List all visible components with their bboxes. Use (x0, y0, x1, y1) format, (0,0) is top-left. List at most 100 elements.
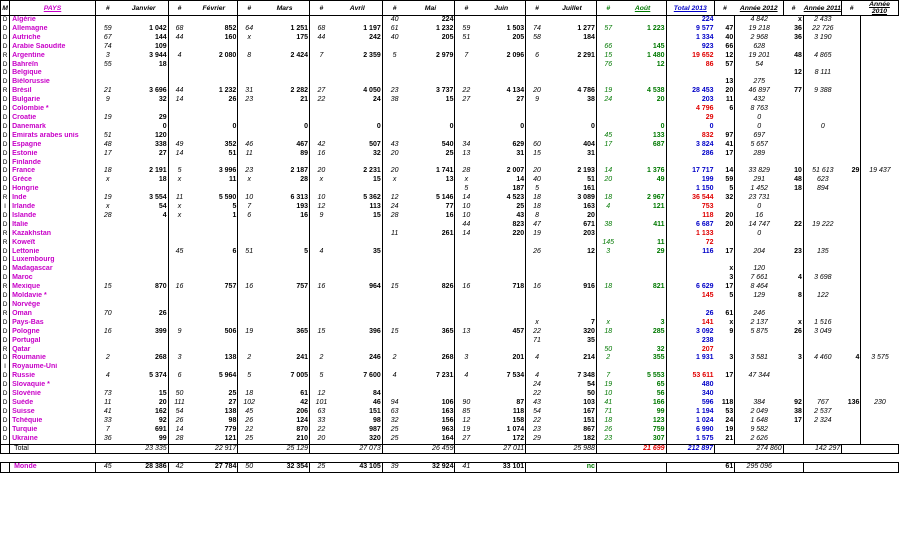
value-cell (548, 114, 596, 123)
rank-cell: 47 (525, 220, 548, 230)
value-cell: 404 (583, 140, 595, 148)
value-cell (477, 310, 525, 319)
value-cell (842, 328, 861, 337)
table-row: D Autriche 67 144 44 160 x 175 44 242 40 205 51 205 58… (0, 33, 899, 43)
total-2013-cell: 116 (665, 247, 715, 257)
monde-label: Monde (9, 462, 96, 474)
value-cell: 214 (583, 354, 595, 362)
monde-rank-cell (860, 462, 899, 474)
rank-cell (454, 113, 478, 123)
value-cell: 26 (794, 327, 802, 335)
value-cell (842, 194, 861, 203)
value-cell (406, 381, 454, 390)
rank-cell (734, 238, 784, 248)
rank-cell: 16 (94, 327, 120, 337)
value-cell: 3 737 (435, 87, 454, 95)
rank-cell: 19 (454, 425, 478, 435)
rank-cell (94, 238, 120, 248)
rank-cell (309, 265, 333, 275)
rank-cell (237, 301, 261, 310)
value-cell (260, 230, 309, 239)
value-cell (333, 256, 382, 265)
table-row: D Portugal 71 35 238 (0, 336, 899, 346)
value-cell: 65 (656, 381, 665, 389)
rank-cell (595, 301, 620, 310)
rank-cell (309, 345, 333, 355)
value-cell: 40 (725, 33, 734, 41)
rank-cell: 230 (860, 398, 899, 408)
rank-cell (381, 105, 407, 114)
rank-cell: 46 (237, 140, 261, 150)
value-cell (190, 363, 237, 372)
rank-cell (860, 211, 899, 221)
value-cell (120, 381, 168, 390)
value-cell (548, 301, 596, 310)
rank-cell (167, 301, 191, 310)
value-cell: 4 (855, 354, 860, 362)
rank-cell (860, 283, 899, 293)
value-cell: 224 (441, 16, 454, 23)
rank-cell (525, 113, 548, 123)
table-row: D Emirats arabes unis 51 120 45 133 832 97 697 (0, 131, 899, 141)
rank-cell (454, 256, 478, 266)
rank-cell: 27 (454, 434, 478, 444)
total-aout: 21 699 (619, 443, 667, 455)
value-cell: 26 (228, 96, 237, 104)
total-2013-cell: 596 (665, 398, 715, 408)
rank-cell (309, 229, 333, 239)
value-cell (842, 185, 861, 194)
header-mars: Mars (260, 0, 310, 16)
rank-cell: 23 (595, 434, 620, 444)
rank-cell (802, 265, 842, 275)
value-cell: 57 (725, 60, 734, 68)
value-cell: 3 996 (218, 167, 237, 175)
rank-cell (94, 336, 120, 346)
mode-cell: D (0, 372, 10, 382)
value-cell: 47 (725, 24, 734, 32)
rank-cell (167, 131, 191, 141)
rank-cell (309, 309, 333, 319)
rank-cell (381, 318, 407, 328)
value-cell: 31 (587, 149, 595, 157)
rank-cell (454, 158, 478, 168)
rank-cell: 24 (525, 381, 548, 391)
rank-cell: 18 (525, 203, 548, 212)
rank-cell (381, 78, 407, 88)
value-cell: 77 (794, 87, 802, 95)
value-cell (842, 61, 861, 70)
rank-cell: 34 (454, 140, 478, 150)
value-cell: 0 (449, 122, 454, 130)
rank-cell (309, 131, 333, 141)
rank-cell (167, 265, 191, 275)
value-cell: 823 (512, 220, 525, 228)
value-cell: 268 (441, 354, 454, 362)
country-name: Belgique (9, 69, 96, 79)
value-cell: 50 (587, 390, 595, 398)
rank-cell (237, 60, 261, 70)
rank-cell (802, 238, 842, 248)
table-row: D Ukraine 36 99 28 121 25 210 20 320 25 164 27 172 29 1… (0, 434, 899, 444)
rank-cell (860, 363, 899, 373)
value-cell: 20 (725, 220, 734, 228)
value-cell: 11 (657, 238, 665, 246)
rank-cell: 26 (237, 416, 261, 426)
rank-cell (860, 390, 899, 399)
rank-cell (525, 69, 548, 79)
header-pays: PAYS (9, 0, 96, 16)
mode-cell: D (0, 78, 10, 88)
rank-cell: 49 (167, 140, 191, 150)
rank-cell: 20 (381, 167, 407, 177)
rank-cell (734, 158, 784, 168)
rank-cell: x (237, 33, 261, 43)
rank-cell: 12 (309, 390, 333, 399)
value-cell: 0 (520, 122, 525, 130)
rank-cell (454, 42, 478, 52)
value-cell: 92 (794, 398, 802, 406)
value-cell: 870 (154, 283, 167, 291)
value-cell: 89 (300, 149, 309, 157)
rank-cell (94, 381, 120, 391)
value-cell (783, 435, 803, 444)
rank-cell: 67 (94, 33, 120, 43)
value-cell (260, 16, 309, 25)
rank-cell (802, 434, 842, 444)
